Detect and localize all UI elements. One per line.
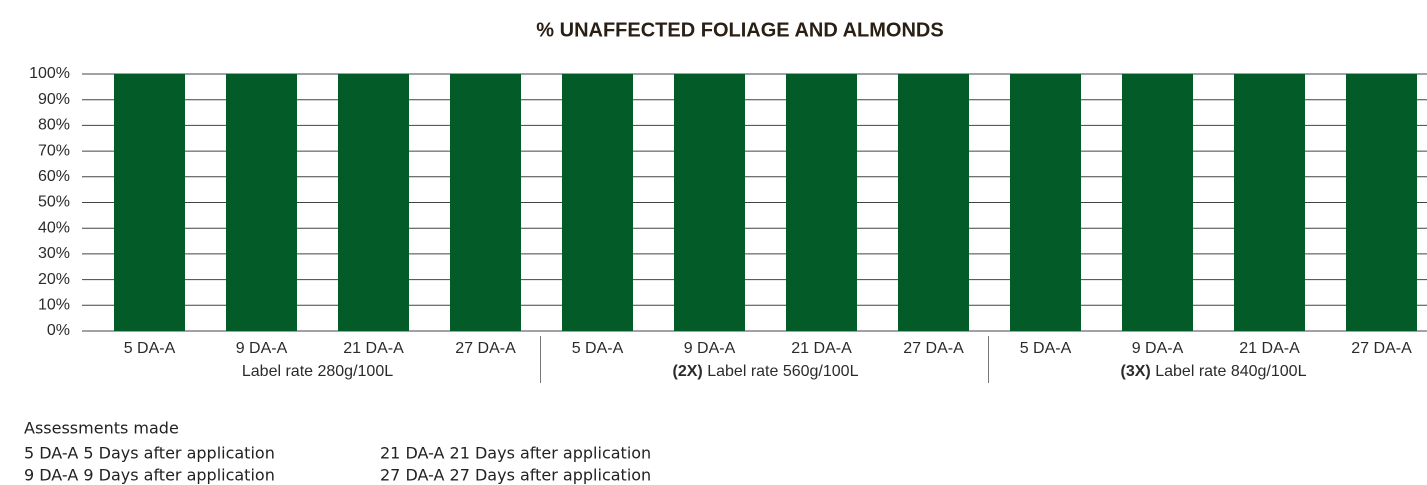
bar [338, 74, 409, 331]
bar [786, 74, 857, 331]
bar [674, 74, 745, 331]
group-label: Label rate 280g/100L [242, 363, 393, 380]
y-tick-label: 50% [38, 194, 70, 211]
group-label: (3X) Label rate 840g/100L [1121, 363, 1307, 380]
note-item: 9 DA-A 9 Days after application [24, 466, 275, 485]
x-tick-label: 21 DA-A [791, 340, 852, 357]
x-tick-label: 21 DA-A [1239, 340, 1300, 357]
y-tick-label: 30% [38, 245, 70, 262]
group-prefix: (2X) [673, 363, 703, 380]
bar [1234, 74, 1305, 331]
bar [450, 74, 521, 331]
group-prefix: (3X) [1121, 363, 1151, 380]
bar [1010, 74, 1081, 331]
x-tick-label: 9 DA-A [684, 340, 736, 357]
y-tick-label: 70% [38, 142, 70, 159]
note-item: 5 DA-A 5 Days after application [24, 444, 275, 463]
y-tick-label: 60% [38, 168, 70, 185]
bar [1122, 74, 1193, 331]
bar [226, 74, 297, 331]
group-label: (2X) Label rate 560g/100L [673, 363, 859, 380]
y-tick-label: 10% [38, 297, 70, 314]
x-tick-label: 9 DA-A [1132, 340, 1184, 357]
x-tick-label: 5 DA-A [1020, 340, 1072, 357]
bar [898, 74, 969, 331]
note-item: 21 DA-A 21 Days after application [380, 444, 651, 463]
y-tick-label: 40% [38, 219, 70, 236]
bar [1346, 74, 1417, 331]
note-item: 27 DA-A 27 Days after application [380, 466, 651, 485]
y-tick-label: 80% [38, 117, 70, 134]
bar [562, 74, 633, 331]
y-tick-label: 20% [38, 271, 70, 288]
group-name: Label rate 840g/100L [1155, 363, 1306, 380]
y-tick-label: 0% [47, 322, 70, 339]
x-tick-label: 9 DA-A [236, 340, 288, 357]
x-tick-label: 5 DA-A [572, 340, 624, 357]
x-tick-label: 21 DA-A [343, 340, 404, 357]
x-tick-label: 27 DA-A [903, 340, 964, 357]
y-tick-label: 90% [38, 91, 70, 108]
x-tick-label: 5 DA-A [124, 340, 176, 357]
y-tick-label: 100% [29, 65, 70, 82]
x-tick-label: 27 DA-A [1351, 340, 1412, 357]
group-name: Label rate 280g/100L [242, 363, 393, 380]
chart-title: % UNAFFECTED FOLIAGE AND ALMONDS [536, 19, 943, 41]
group-name: Label rate 560g/100L [707, 363, 858, 380]
x-tick-label: 27 DA-A [455, 340, 516, 357]
notes-title: Assessments made [24, 419, 179, 438]
bar [114, 74, 185, 331]
